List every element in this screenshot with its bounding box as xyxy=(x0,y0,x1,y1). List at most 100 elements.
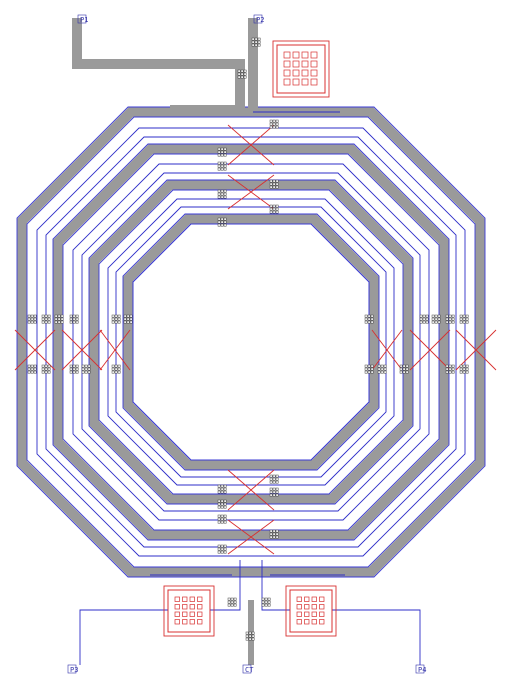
via-cell xyxy=(240,72,244,76)
via-array xyxy=(431,314,441,324)
pad-cell xyxy=(296,604,302,610)
via-cell xyxy=(111,320,115,324)
via-cell xyxy=(245,634,249,638)
via-cell xyxy=(254,37,258,41)
via-cell xyxy=(33,370,37,374)
via-cell xyxy=(267,600,271,604)
via-cell xyxy=(377,367,381,371)
via-cell xyxy=(220,153,224,157)
via-cell xyxy=(459,314,463,318)
via-cell xyxy=(272,119,276,123)
pad-ring-outer xyxy=(285,585,337,637)
via-cell xyxy=(445,317,449,321)
turn-inner-edge xyxy=(98,189,404,495)
via-cell xyxy=(465,320,469,324)
pad-cell xyxy=(319,611,325,617)
via-cell xyxy=(272,207,276,211)
via-cell xyxy=(217,520,221,524)
via-cell xyxy=(364,367,368,371)
via-cell xyxy=(364,317,368,321)
via-cell xyxy=(126,317,130,321)
via-cell xyxy=(220,550,224,554)
via-cell xyxy=(33,317,37,321)
underpass-x xyxy=(14,329,56,371)
pad-cell xyxy=(319,619,325,625)
crossover xyxy=(14,329,56,371)
contact-pad xyxy=(163,585,215,637)
via-cell xyxy=(445,370,449,374)
via-cell xyxy=(47,314,51,318)
via-cell xyxy=(217,192,221,196)
via-cell xyxy=(465,367,469,371)
underpass-x xyxy=(455,329,497,371)
via-cell xyxy=(269,119,273,123)
via-cell xyxy=(217,147,221,151)
via-cell xyxy=(217,547,221,551)
via-cell xyxy=(223,544,227,548)
via-cell xyxy=(251,40,255,44)
via-cell xyxy=(114,364,118,368)
via-cell xyxy=(72,314,76,318)
via-cell xyxy=(275,529,279,533)
via-cell xyxy=(117,370,121,374)
via-cell xyxy=(223,164,227,168)
crossover xyxy=(227,469,275,511)
via-cell xyxy=(230,603,234,607)
via-cell xyxy=(275,487,279,491)
via-cell xyxy=(269,535,273,539)
underpass-x xyxy=(227,124,275,166)
pad-cell xyxy=(301,78,309,86)
via-cell xyxy=(223,217,227,221)
pad-cell xyxy=(304,619,310,625)
via-cell xyxy=(41,314,45,318)
via-cell xyxy=(370,364,374,368)
via-cell xyxy=(405,364,409,368)
via-cell xyxy=(220,520,224,524)
via-cell xyxy=(69,370,73,374)
via-cell xyxy=(434,317,438,321)
via-cell xyxy=(399,367,403,371)
via-cell xyxy=(269,480,273,484)
via-cell xyxy=(267,597,271,601)
via-array xyxy=(123,314,133,324)
via-cell xyxy=(380,367,384,371)
pad-cell xyxy=(189,596,195,602)
via-cell xyxy=(47,320,51,324)
via-cell xyxy=(459,364,463,368)
pad-cell xyxy=(182,604,188,610)
via-cell xyxy=(217,484,221,488)
via-cell xyxy=(72,320,76,324)
via-cell xyxy=(269,532,273,536)
via-cell xyxy=(72,367,76,371)
via-cell xyxy=(448,320,452,324)
via-cell xyxy=(264,597,268,601)
pin-labels: P1 P2 P3 CT P4 xyxy=(67,14,426,674)
via-cell xyxy=(223,161,227,165)
via-cell xyxy=(383,364,387,368)
via-array xyxy=(445,364,455,374)
via-cell xyxy=(251,631,255,635)
via-cell xyxy=(459,367,463,371)
via-cell xyxy=(272,474,276,478)
via-cell xyxy=(220,487,224,491)
via-cell xyxy=(233,597,237,601)
via-cell xyxy=(220,517,224,521)
via-cell xyxy=(87,367,91,371)
via-cell xyxy=(217,487,221,491)
via-array xyxy=(217,147,227,157)
via-cell xyxy=(220,544,224,548)
via-cell xyxy=(364,364,368,368)
underpass-x xyxy=(227,469,275,511)
pad-cell xyxy=(292,69,300,77)
via-cell xyxy=(223,223,227,227)
via-cell xyxy=(223,192,227,196)
via-cell xyxy=(223,499,227,503)
pin-top-right-marker xyxy=(253,14,263,24)
via-cell xyxy=(230,600,234,604)
pad-cell xyxy=(292,51,300,59)
via-cell xyxy=(41,364,45,368)
via-cell xyxy=(220,499,224,503)
via-array xyxy=(399,364,409,374)
via-array xyxy=(27,364,37,374)
